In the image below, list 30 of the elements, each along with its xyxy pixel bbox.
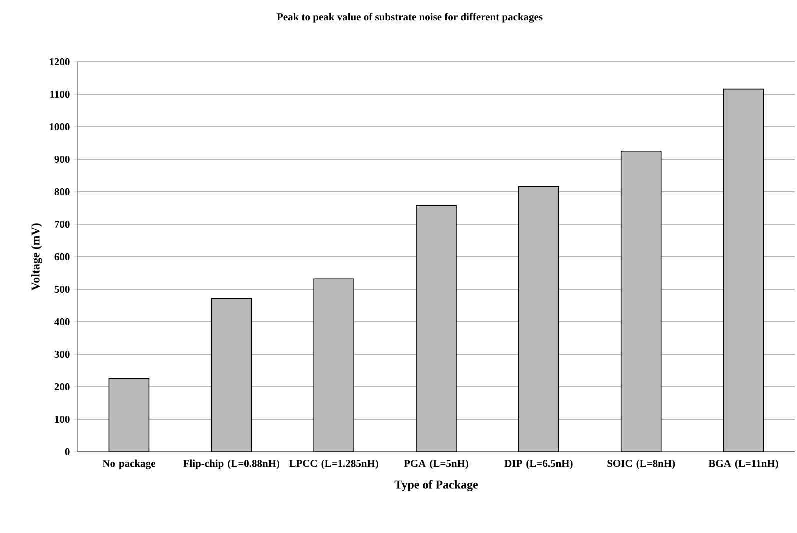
- bar: [620, 150, 662, 452]
- x-tick-label: DIP (L=6.5nH): [504, 460, 573, 470]
- chart-title: Peak to peak value of substrate noise for different packages: [277, 13, 543, 23]
- y-axis-title: Voltage (mV): [31, 224, 42, 291]
- y-tick-label: 200: [54, 383, 70, 391]
- bar: [518, 186, 560, 452]
- y-tick-label: 1200: [50, 58, 70, 66]
- y-tick-label: 1000: [50, 123, 70, 131]
- y-tick-label: 1100: [50, 90, 70, 98]
- x-tick-label: LPCC (L=1.285nH): [289, 460, 378, 470]
- y-tick-label: 100: [55, 416, 70, 424]
- y-tick-label: 300: [54, 350, 70, 358]
- x-tick-label: Flip-chip (L=0.88nH): [183, 460, 280, 470]
- y-tick-label: 500: [54, 286, 70, 294]
- y-tick-label: 600: [54, 253, 70, 261]
- y-tick-label: 0: [65, 448, 70, 456]
- x-tick-label: No package: [102, 460, 156, 470]
- y-tick-label: 400: [54, 318, 70, 326]
- bar: [314, 278, 354, 452]
- bar: [416, 205, 457, 452]
- bar: [211, 298, 252, 452]
- bar: [723, 88, 764, 452]
- x-tick-label: BGA (L=11nH): [708, 460, 778, 470]
- x-axis-title: Type of Package: [394, 480, 478, 492]
- y-tick-label: 800: [54, 188, 70, 196]
- x-tick-label: PGA (L=5nH): [404, 460, 468, 470]
- bar: [108, 378, 150, 452]
- y-tick-label: 700: [55, 220, 70, 228]
- x-tick-label: SOIC (L=8nH): [608, 460, 676, 470]
- y-tick-label: 900: [54, 156, 70, 164]
